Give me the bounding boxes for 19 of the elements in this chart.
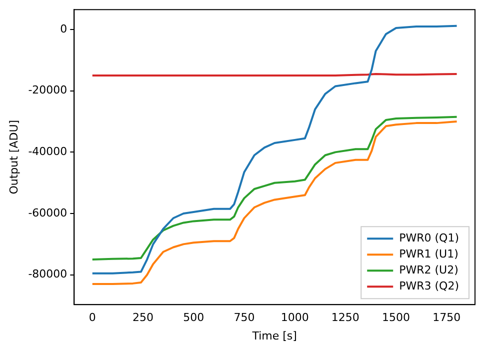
y-tick-label: 0 <box>60 22 68 36</box>
x-tick-label: 750 <box>234 311 255 324</box>
x-tick-label: 1250 <box>331 311 360 324</box>
y-axis-title: Output [ADU] <box>7 120 20 194</box>
y-tick-label: -20000 <box>28 84 68 97</box>
x-axis-title: Time [s] <box>251 329 297 342</box>
y-tick-label: -60000 <box>28 206 68 220</box>
x-tick-label: 0 <box>88 311 96 324</box>
x-tick-label: 250 <box>132 311 154 324</box>
x-tick-label: 1000 <box>280 311 309 324</box>
legend-label: PWR3 (Q2) <box>399 279 460 292</box>
legend-label: PWR1 (U1) <box>399 247 458 260</box>
legend-label: PWR2 (U2) <box>399 263 458 276</box>
x-tick-label: 1500 <box>382 311 410 324</box>
x-tick-label: 1750 <box>432 311 461 324</box>
y-tick-label: -40000 <box>28 145 68 158</box>
x-tick-label: 500 <box>183 311 204 324</box>
legend-label: PWR0 (Q1) <box>399 231 460 244</box>
y-tick-label: -80000 <box>28 268 68 281</box>
